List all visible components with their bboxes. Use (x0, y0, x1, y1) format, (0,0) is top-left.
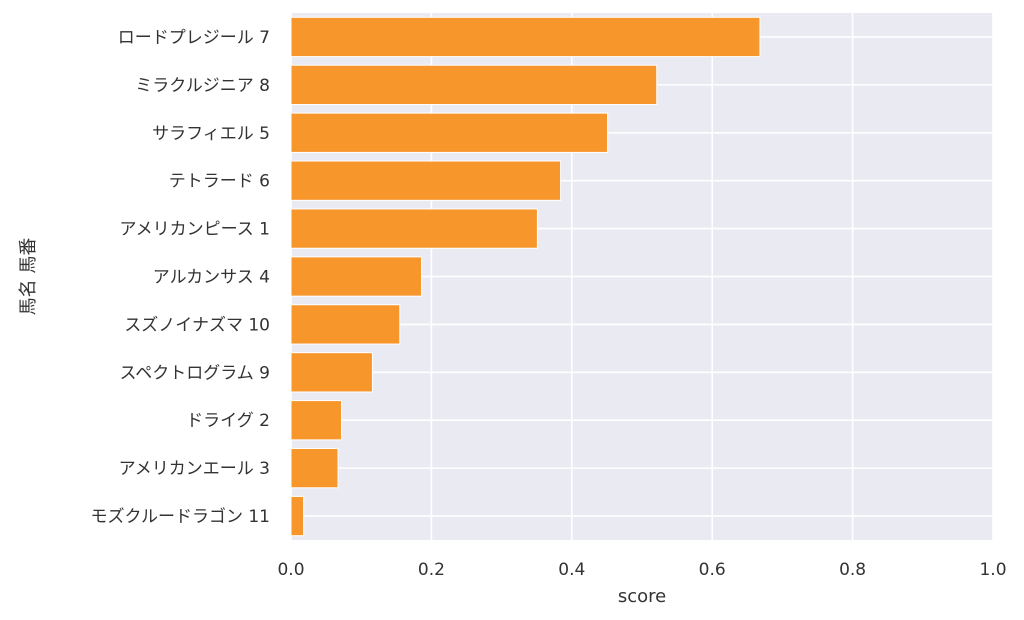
category-label: アメリカンエール 3 (119, 459, 270, 479)
category-label: ミラクルジニア 8 (135, 76, 270, 96)
bar (290, 495, 305, 537)
bar (290, 400, 343, 441)
bar (290, 160, 562, 201)
category-labels: ロードプレジール 7 ミラクルジニア 8 サラフィエル 5 テトラード 6 アメリカンピ… (90, 28, 270, 527)
x-tick-label: 0.6 (699, 560, 726, 580)
category-label: モズクルードラゴン 11 (90, 506, 270, 527)
bar (290, 208, 538, 249)
category-label: アルカンサス 4 (153, 268, 270, 288)
bar (290, 64, 658, 106)
y-axis-title: 馬名 馬番 (18, 238, 39, 316)
bar (290, 112, 609, 153)
x-tick-labels: 0.0 0.2 0.4 0.6 0.8 1.0 (277, 560, 1006, 580)
category-label: スズノイナズマ 10 (124, 315, 270, 335)
bar (290, 447, 339, 489)
x-tick-label: 1.0 (979, 560, 1006, 580)
bar (290, 352, 373, 393)
bar (290, 16, 761, 58)
x-axis-title: score (618, 586, 666, 607)
x-tick-label: 0.0 (277, 560, 304, 580)
category-label: ドライグ 2 (186, 411, 270, 431)
category-label: テトラード 6 (169, 172, 270, 192)
x-tick-label: 0.4 (558, 560, 585, 580)
category-label: サラフィエル 5 (152, 124, 270, 144)
category-label: スペクトログラム 9 (119, 363, 270, 383)
bars (290, 16, 761, 537)
x-tick-label: 0.2 (418, 560, 445, 580)
bar (290, 304, 401, 345)
bar (290, 256, 423, 297)
x-tick-label: 0.8 (839, 560, 866, 580)
category-label: アメリカンピース 1 (119, 220, 270, 240)
category-label: ロードプレジール 7 (118, 28, 270, 48)
